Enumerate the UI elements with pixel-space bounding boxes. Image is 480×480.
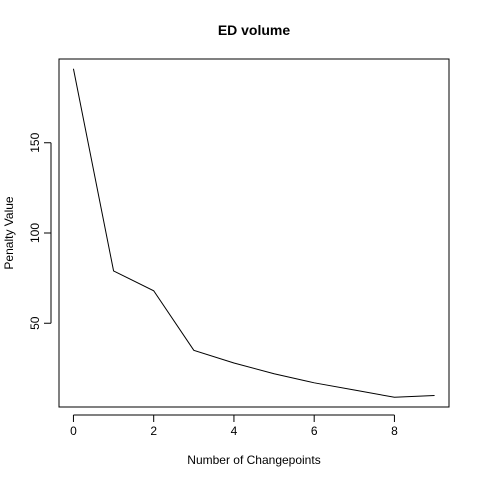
x-axis-label: Number of Changepoints: [187, 453, 320, 467]
y-tick-label: 50: [28, 316, 42, 330]
x-tick-label: 0: [70, 424, 77, 438]
plot-area-frame: [58, 58, 450, 408]
y-tick-label: 100: [28, 223, 42, 243]
y-tick-label: 150: [28, 132, 42, 152]
x-axis: 0 2 4 6 8: [70, 414, 398, 438]
y-axis: 50 100 150: [28, 132, 52, 330]
x-tick-label: 8: [391, 424, 398, 438]
series-line: [72, 68, 435, 398]
x-tick-label: 4: [231, 424, 238, 438]
chart-title: ED volume: [218, 22, 291, 38]
x-tick-label: 6: [311, 424, 318, 438]
y-axis-label: Penalty Value: [2, 196, 16, 269]
series-group: [72, 68, 435, 398]
x-tick-label: 2: [150, 424, 157, 438]
